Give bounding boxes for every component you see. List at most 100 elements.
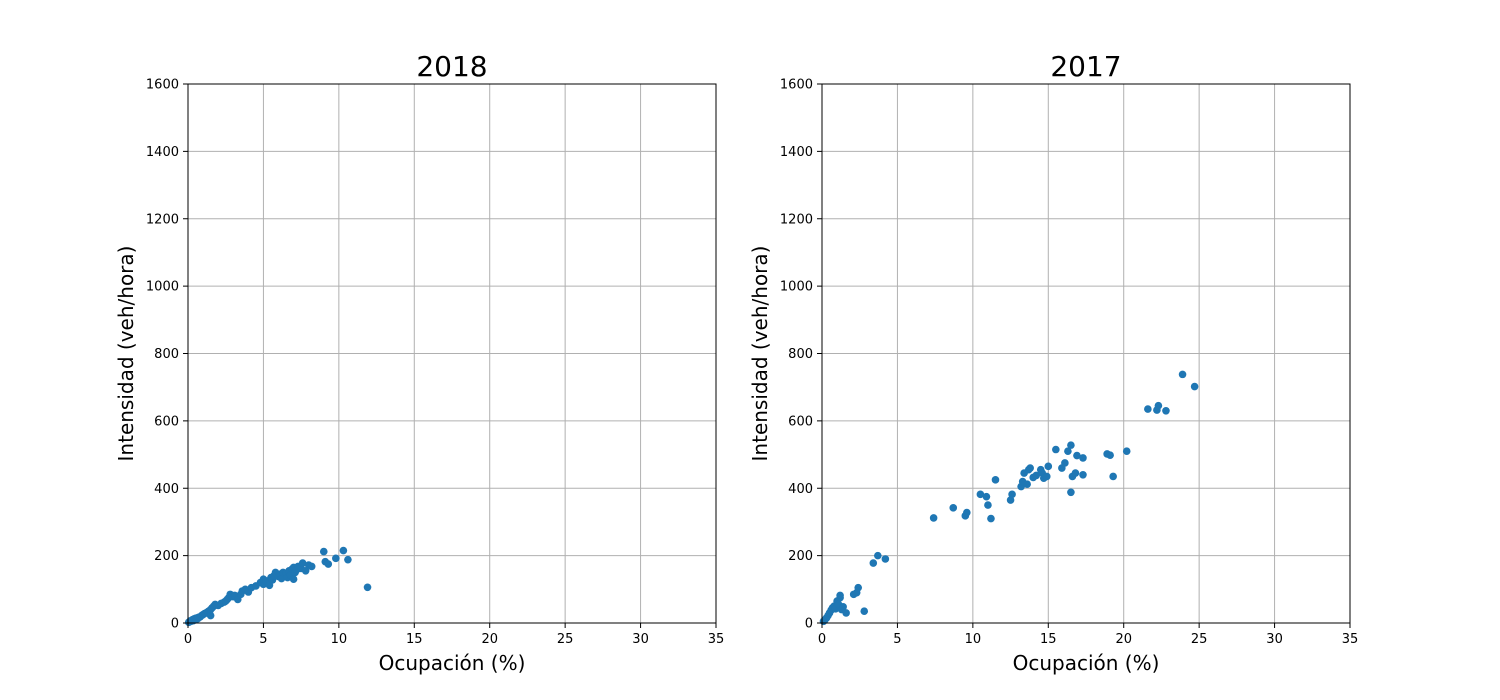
scatter-point [929, 514, 938, 522]
scatter-point [307, 562, 316, 571]
y-axis-label: Intensidad (veh/hora) [748, 246, 772, 462]
scatter-point [206, 611, 215, 620]
y-tick-label: 600 [154, 414, 179, 429]
grid [187, 83, 717, 624]
chart-panel-2018: 0 5 10 15 20 25 30 35 0 200 400 600 800 1000 1200 1400 1… [114, 50, 724, 675]
y-tick-label: 1000 [146, 280, 179, 295]
scatter-point [1067, 488, 1075, 497]
scatter-point [289, 575, 298, 584]
scatter-point [949, 503, 958, 512]
scatter-point [332, 554, 340, 563]
x-tick-label: 35 [708, 632, 725, 647]
scatter-point [1073, 451, 1081, 460]
x-tick-label: 5 [893, 632, 901, 647]
scatter-point [344, 555, 352, 564]
y-tick-label: 1200 [780, 212, 813, 227]
x-tick-label: 25 [557, 632, 574, 647]
y-tick-label: 800 [788, 347, 813, 362]
scatter-point [1032, 471, 1041, 480]
scatter-point [298, 559, 307, 567]
scatter-point [1144, 405, 1152, 413]
scatter-point [836, 591, 844, 600]
scatter-point [991, 476, 1000, 484]
y-tick-label: 1400 [780, 145, 813, 160]
x-tick-label: 30 [1266, 632, 1283, 647]
scatter-point [339, 546, 348, 555]
scatter-point [984, 501, 992, 509]
x-axis-label: Ocupación (%) [379, 651, 526, 675]
x-tick-label: 15 [1040, 632, 1057, 647]
scatter-point [1154, 401, 1163, 410]
scatter-point [1122, 447, 1131, 455]
axis-ticks: 0 5 10 15 20 25 30 35 0 200 400 600 800 1000 1200 1400 1… [146, 78, 724, 648]
scatter-point [963, 508, 971, 517]
scatter-point [1026, 464, 1034, 472]
y-tick-label: 1400 [146, 145, 179, 160]
scatter-point [1006, 496, 1015, 504]
y-tick-label: 400 [788, 482, 813, 497]
y-tick-label: 800 [154, 347, 179, 362]
scatter-point [869, 559, 878, 567]
scatter-point [1109, 472, 1117, 481]
scatter-point [854, 583, 863, 592]
x-axis-label: Ocupación (%) [1013, 651, 1160, 675]
x-tick-label: 5 [259, 632, 267, 647]
scatter-point [1008, 490, 1016, 499]
scatter-point [1178, 370, 1187, 379]
scatter-point [874, 551, 882, 560]
x-tick-label: 35 [1342, 632, 1359, 647]
scatter-point [277, 574, 286, 583]
scatter-points [184, 546, 372, 627]
x-tick-label: 0 [184, 632, 192, 647]
scatter-point [324, 560, 333, 568]
scatter-point [982, 492, 991, 501]
chart-title: 2017 [1050, 50, 1121, 83]
scatter-point [1044, 462, 1053, 471]
scatter-point [976, 490, 985, 499]
x-tick-label: 30 [632, 632, 649, 647]
scatter-point [1162, 406, 1170, 415]
x-tick-label: 10 [965, 632, 982, 647]
chart-panel-2017: 0 5 10 15 20 25 30 35 0 200 400 600 800 1000 1200 1400 1… [748, 50, 1358, 675]
scatter-point [881, 555, 890, 563]
y-tick-label: 600 [788, 414, 813, 429]
y-tick-label: 400 [154, 482, 179, 497]
y-tick-label: 200 [788, 549, 813, 564]
x-tick-label: 0 [818, 632, 826, 647]
scatter-point [1106, 451, 1114, 460]
scatter-point [1079, 470, 1087, 479]
x-tick-label: 25 [1191, 632, 1208, 647]
y-tick-label: 0 [805, 617, 813, 632]
scatter-point [842, 609, 850, 617]
scatter-point [1071, 469, 1080, 477]
x-tick-label: 20 [1115, 632, 1132, 647]
scatter-point [363, 583, 372, 592]
scatter-point [1064, 447, 1072, 455]
grid [821, 83, 1351, 624]
y-tick-label: 1000 [780, 280, 813, 295]
y-tick-label: 200 [154, 549, 179, 564]
scatter-point [1190, 382, 1199, 391]
scatter-point [1052, 445, 1060, 454]
scatter-points [819, 370, 1199, 626]
y-tick-label: 1200 [146, 212, 179, 227]
scatter-point [1067, 441, 1075, 449]
y-tick-label: 1600 [146, 78, 179, 93]
y-axis-label: Intensidad (veh/hora) [114, 246, 138, 462]
scatter-point [839, 603, 847, 611]
y-tick-label: 1600 [780, 78, 813, 93]
x-tick-label: 10 [331, 632, 348, 647]
scatter-point [860, 607, 869, 616]
scatter-point [1061, 459, 1069, 467]
scatter-point [319, 547, 328, 556]
scatter-point [1079, 454, 1087, 462]
x-tick-label: 20 [481, 632, 498, 647]
scatter-point [301, 566, 310, 575]
scatter-point [1023, 480, 1031, 489]
axis-ticks: 0 5 10 15 20 25 30 35 0 200 400 600 800 1000 1200 1400 1… [780, 78, 1358, 648]
y-tick-label: 0 [171, 617, 179, 632]
x-tick-label: 15 [406, 632, 423, 647]
chart-title: 2018 [416, 50, 487, 83]
scatter-point [1042, 472, 1051, 481]
